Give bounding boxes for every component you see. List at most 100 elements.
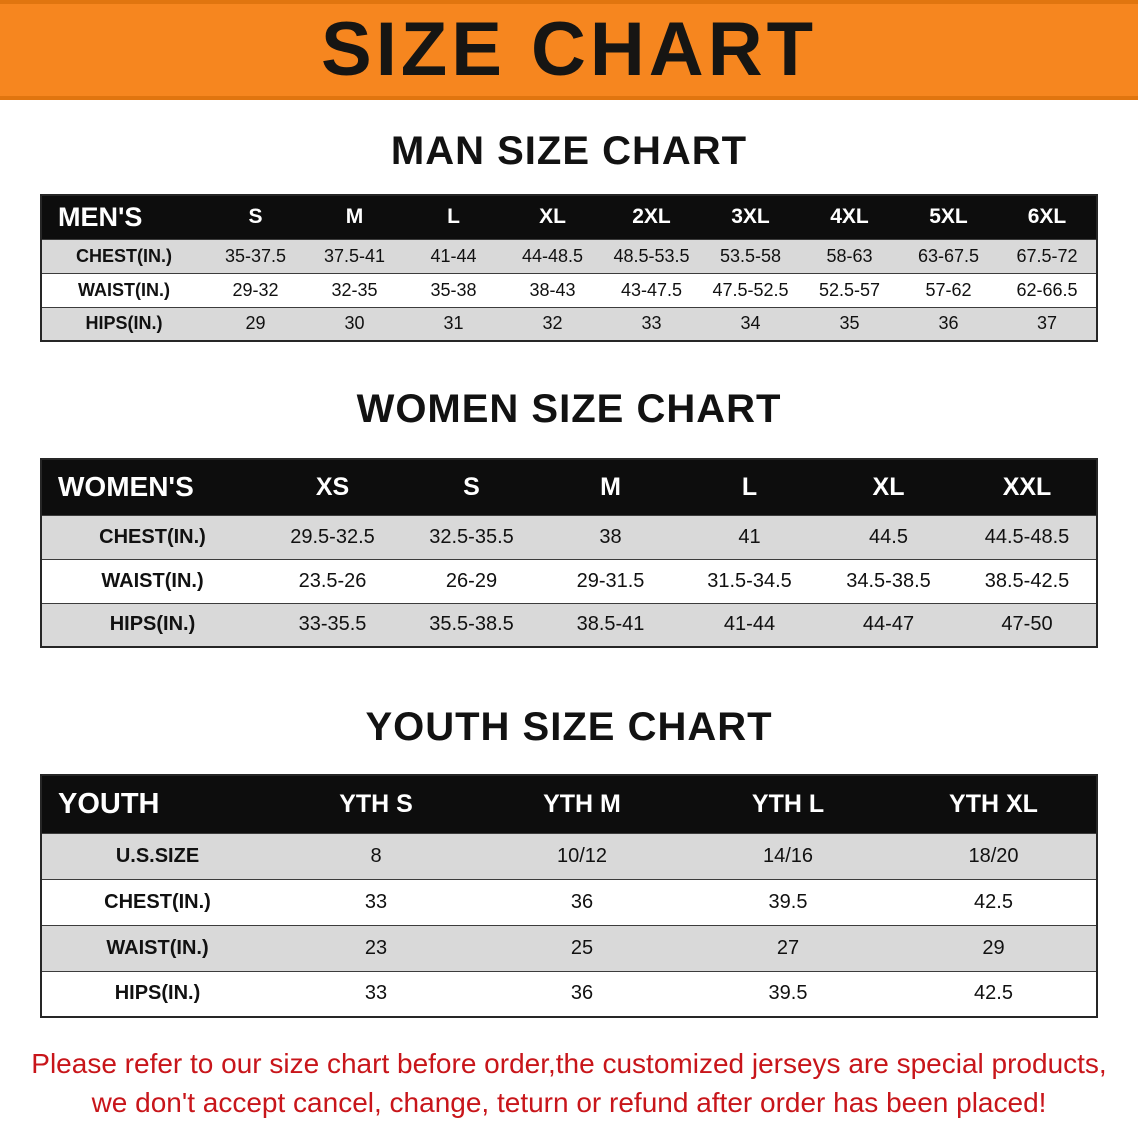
table-row: CHEST(IN.) 35-37.5 37.5-41 41-44 44-48.5 48.5… (41, 239, 1097, 273)
table-row: CHEST(IN.) 29.5-32.5 32.5-35.5 38 41 44.5 44.5… (41, 515, 1097, 559)
size-header-cell: M (305, 195, 404, 239)
corner-header-cell: WOMEN'S (41, 459, 263, 515)
value-cell: 38-43 (529, 279, 576, 300)
corner-header-cell: MEN'S (41, 195, 206, 239)
value-cell: 35.5-38.5 (429, 613, 514, 636)
row-label-cell: HIPS(IN.) (85, 313, 163, 334)
size-header-cell: YTH S (273, 775, 479, 833)
value-cell: 37 (1036, 313, 1058, 334)
value-cell: 39.5 (768, 890, 808, 913)
header-row: MEN'S S M L XL 2XL 3XL 4XL 5XL 6XL (41, 195, 1097, 239)
value-cell: 29-32 (232, 279, 279, 300)
mens-size-table: MEN'S S M L XL 2XL 3XL 4XL 5XL 6XL CHEST(IN.) 35-37… (40, 194, 1098, 342)
value-cell: 33-35.5 (298, 613, 367, 636)
size-header-cell: 6XL (998, 195, 1097, 239)
value-cell: 37.5-41 (323, 245, 386, 266)
size-header-cell: XS (263, 459, 402, 515)
value-cell: 35-37.5 (224, 245, 287, 266)
value-cell: 27 (776, 936, 800, 959)
value-cell: 14/16 (762, 844, 814, 867)
men-section-heading: MAN SIZE CHART (390, 129, 748, 173)
size-header-cell: XL (819, 459, 958, 515)
value-cell: 44.5-48.5 (984, 525, 1070, 548)
value-cell: 63-67.5 (917, 245, 980, 266)
section-women: WOMEN SIZE CHART WOMEN'S XS S M L XL XXL CHEST(… (0, 386, 1138, 648)
value-cell: 58-63 (826, 245, 873, 266)
value-cell: 44.5 (869, 525, 908, 548)
corner-header-cell: YOUTH (41, 775, 273, 833)
size-header-cell: YTH XL (891, 775, 1097, 833)
value-cell: 57-62 (925, 279, 972, 300)
value-cell: 29.5-32.5 (290, 525, 375, 548)
value-cell: 35 (839, 313, 860, 334)
value-cell: 47-50 (1001, 613, 1053, 636)
value-cell: 62-66.5 (1016, 279, 1078, 300)
value-cell: 52.5-57 (818, 279, 881, 300)
row-label-cell: HIPS(IN.) (109, 613, 196, 636)
value-cell: 41-44 (723, 613, 776, 636)
value-cell: 38.5-42.5 (984, 569, 1070, 592)
row-label-cell: CHEST(IN.) (99, 525, 206, 548)
value-cell: 33 (641, 313, 662, 334)
size-header-cell: 3XL (701, 195, 800, 239)
section-youth: YOUTH SIZE CHART YOUTH YTH S YTH M YTH L YTH… (0, 704, 1138, 1018)
value-cell: 25 (570, 936, 594, 959)
womens-size-table: WOMEN'S XS S M L XL XXL CHEST(IN.) 29.5-32.5 32.5… (40, 458, 1098, 648)
value-cell: 32-35 (331, 279, 378, 300)
size-header-cell: S (402, 459, 541, 515)
value-cell: 67.5-72 (1016, 245, 1078, 266)
size-header-cell: 4XL (800, 195, 899, 239)
order-notice: Please refer to our size chart before or… (0, 1044, 1138, 1122)
table-row: HIPS(IN.) 33 36 39.5 42.5 (41, 971, 1097, 1017)
value-cell: 36 (570, 890, 594, 913)
header-row: YOUTH YTH S YTH M YTH L YTH XL (41, 775, 1097, 833)
row-label-cell: WAIST(IN.) (78, 279, 170, 300)
value-cell: 30 (344, 313, 365, 334)
value-cell: 43-47.5 (620, 279, 683, 300)
value-cell: 35-38 (430, 279, 477, 300)
value-cell: 31 (443, 313, 464, 334)
table-row: WAIST(IN.) 29-32 32-35 35-38 38-43 43-47.5 47.… (41, 273, 1097, 307)
value-cell: 33 (364, 890, 388, 913)
value-cell: 34.5-38.5 (846, 569, 931, 592)
value-cell: 29-31.5 (576, 569, 645, 592)
page-title: SIZE CHART (321, 7, 817, 92)
row-label-cell: WAIST(IN.) (101, 569, 204, 592)
value-cell: 29 (982, 936, 1005, 959)
value-cell: 8 (370, 844, 382, 867)
row-label-cell: U.S.SIZE (115, 844, 200, 867)
value-cell: 47.5-52.5 (712, 279, 789, 300)
value-cell: 31.5-34.5 (707, 569, 792, 592)
row-label-cell: WAIST(IN.) (106, 936, 209, 959)
value-cell: 32.5-35.5 (429, 525, 514, 548)
size-header-cell: XL (503, 195, 602, 239)
value-cell: 23.5-26 (298, 569, 367, 592)
value-cell: 29 (245, 313, 266, 334)
size-header-cell: YTH M (479, 775, 685, 833)
table-row: CHEST(IN.) 33 36 39.5 42.5 (41, 879, 1097, 925)
size-header-cell: 2XL (602, 195, 701, 239)
size-header-cell: L (680, 459, 819, 515)
value-cell: 26-29 (445, 569, 498, 592)
value-cell: 44-47 (862, 613, 915, 636)
youth-size-table: YOUTH YTH S YTH M YTH L YTH XL U.S.SIZE 8 10/12… (40, 774, 1098, 1018)
value-cell: 42.5 (974, 982, 1013, 1005)
table-row: WAIST(IN.) 23.5-26 26-29 29-31.5 31.5-34.5 34… (41, 559, 1097, 603)
value-cell: 36 (570, 982, 594, 1005)
value-cell: 41 (738, 525, 761, 548)
table-row: HIPS(IN.) 33-35.5 35.5-38.5 38.5-41 41-44 44-… (41, 603, 1097, 647)
notice-line-1: Please refer to our size chart before or… (31, 1048, 1107, 1079)
size-header-cell: L (404, 195, 503, 239)
value-cell: 39.5 (768, 982, 808, 1005)
size-header-cell: 5XL (899, 195, 998, 239)
value-cell: 38 (599, 525, 622, 548)
size-header-cell: XXL (958, 459, 1097, 515)
size-header-cell: M (541, 459, 680, 515)
value-cell: 23 (364, 936, 388, 959)
women-section-heading: WOMEN SIZE CHART (356, 387, 782, 431)
value-cell: 34 (740, 313, 761, 334)
value-cell: 10/12 (556, 844, 608, 867)
value-cell: 44-48.5 (521, 245, 584, 266)
banner: SIZE CHART (0, 0, 1138, 100)
